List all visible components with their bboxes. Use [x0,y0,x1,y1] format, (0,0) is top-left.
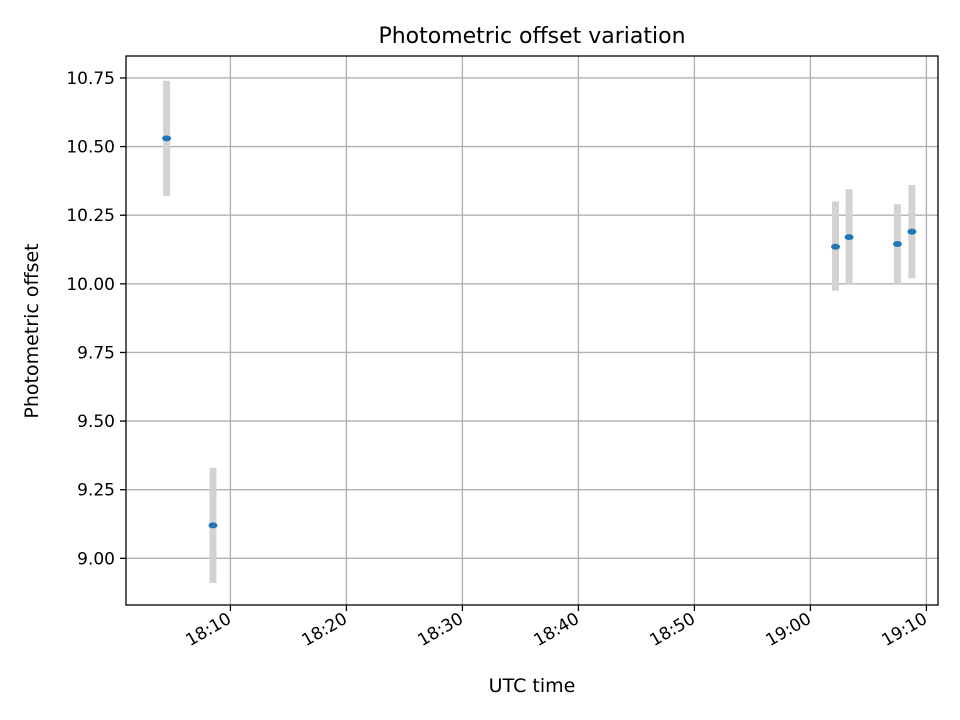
grid [126,56,938,605]
x-axis-label: UTC time [489,675,576,697]
y-tick-label: 9.00 [77,549,115,569]
y-tick-label: 9.75 [77,343,115,363]
data-points [162,135,917,529]
data-point [892,241,902,248]
y-tick-label: 9.50 [77,412,115,432]
y-tick-label: 10.00 [66,275,115,295]
data-point [162,135,172,142]
data-point [907,228,917,235]
y-axis-label: Photometric offset [21,243,43,418]
y-tick-label: 10.25 [66,206,115,226]
y-axis-ticks: 9.00 9.25 9.50 9.75 10.00 10.25 10.50 10.75 [66,69,126,569]
data-point [831,243,841,250]
y-tick-label: 9.25 [77,481,115,501]
data-point [208,522,218,529]
y-tick-label: 10.50 [66,138,115,158]
plot-frame [125,55,939,606]
y-tick-label: 10.75 [66,69,115,89]
data-point [844,234,854,241]
chart-title: Photometric offset variation [378,24,685,49]
